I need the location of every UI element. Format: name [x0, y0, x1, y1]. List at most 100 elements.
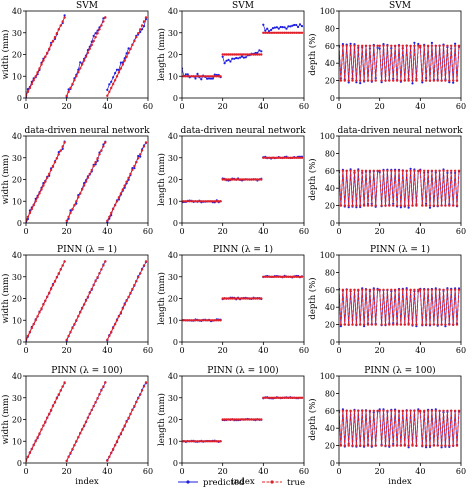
true-point: [351, 323, 354, 326]
true-point: [244, 418, 247, 421]
true-point: [115, 200, 119, 203]
panel-4-3: PINN (λ = 100) 0 20 40 60 0 20 40 60 80 100 index de…: [307, 365, 466, 487]
true-point: [196, 440, 199, 443]
true-point: [100, 268, 103, 271]
predicted-point: [359, 82, 362, 85]
true-point: [417, 288, 420, 291]
true-point: [36, 196, 39, 199]
true-point: [26, 90, 30, 94]
true-point: [345, 409, 348, 412]
true-point: [430, 288, 434, 291]
true-point: [254, 418, 257, 421]
y-tick-label: 30: [168, 154, 178, 163]
y-tick-label: 20: [325, 202, 335, 211]
true-point: [44, 299, 47, 302]
true-point: [186, 75, 189, 78]
true-point: [361, 44, 364, 47]
true-point: [271, 156, 275, 159]
predicted-point: [428, 206, 432, 209]
true-point: [51, 39, 55, 43]
true-point: [374, 444, 377, 447]
predicted-point: [411, 82, 414, 85]
true-point: [453, 409, 457, 412]
true-point: [242, 53, 246, 56]
plot-area: [182, 155, 304, 204]
x-tick-label: 20: [375, 467, 385, 476]
legend-predicted-label: predicted: [203, 478, 245, 488]
true-point: [92, 283, 95, 287]
true-line: [106, 17, 147, 97]
true-point: [236, 53, 240, 56]
true-point: [368, 44, 372, 47]
true-point: [275, 396, 279, 399]
true-point: [298, 396, 302, 399]
true-point: [393, 288, 397, 291]
true-point: [144, 141, 148, 144]
true-point: [248, 53, 251, 56]
true-point: [432, 444, 436, 447]
predicted-point: [223, 62, 226, 65]
true-point: [135, 279, 138, 283]
true-point: [111, 207, 115, 211]
true-point: [246, 297, 249, 300]
x-axis-label: index: [75, 477, 99, 487]
true-point: [225, 418, 228, 421]
true-point: [277, 396, 280, 399]
true-point: [271, 31, 275, 34]
true-point: [71, 82, 74, 86]
true-point: [125, 299, 128, 302]
true-line: [379, 410, 419, 446]
true-point: [238, 297, 242, 300]
true-point: [129, 47, 132, 50]
true-point: [209, 319, 213, 322]
true-point: [405, 409, 408, 412]
predicted-point: [131, 167, 134, 170]
panel-4-1: PINN (λ = 100)0 20 40 60010203040indexwidth…: [0, 365, 153, 487]
true-point: [59, 149, 62, 152]
y-axis-label: width (mm): [0, 274, 11, 324]
true-point: [415, 79, 418, 82]
true-point: [353, 409, 356, 412]
true-point: [423, 169, 426, 172]
panel-4-2: PINN (λ = 100)0 20 40 60010203040indexlengt…: [156, 365, 309, 487]
predicted-point: [298, 23, 302, 26]
y-tick-label: 60: [325, 286, 335, 295]
predicted-point: [270, 28, 273, 31]
true-point: [250, 418, 253, 421]
x-tick-label: 0: [336, 102, 341, 111]
true-point: [349, 44, 352, 47]
plot-area: [26, 260, 148, 342]
predicted-point: [440, 446, 443, 449]
predicted-point: [184, 73, 187, 76]
true-point: [26, 455, 30, 459]
true-point: [186, 319, 189, 322]
true-point: [452, 204, 455, 207]
predicted-point: [110, 80, 113, 83]
true-point: [289, 156, 292, 159]
x-tick-label: 0: [179, 227, 184, 236]
x-tick-label: 40: [415, 227, 425, 236]
true-point: [457, 409, 461, 412]
true-point: [341, 44, 345, 47]
true-line: [339, 410, 379, 446]
true-point: [267, 396, 271, 399]
x-tick-label: 0: [23, 227, 28, 236]
predicted-point: [231, 57, 234, 60]
true-point: [205, 319, 209, 322]
predicted-point: [287, 25, 290, 28]
x-tick-label: 20: [218, 346, 228, 355]
true-point: [227, 53, 230, 56]
true-point: [42, 59, 45, 62]
true-point: [238, 178, 242, 181]
true-point: [125, 420, 128, 423]
true-point: [260, 418, 263, 421]
true-point: [184, 440, 188, 443]
y-tick-label: 30: [168, 273, 178, 282]
true-point: [213, 75, 216, 78]
true-point: [281, 396, 284, 399]
true-point: [115, 319, 119, 322]
true-point: [403, 323, 406, 326]
predicted-point: [106, 88, 109, 91]
y-tick-label: 0: [17, 338, 22, 347]
true-point: [409, 169, 412, 172]
